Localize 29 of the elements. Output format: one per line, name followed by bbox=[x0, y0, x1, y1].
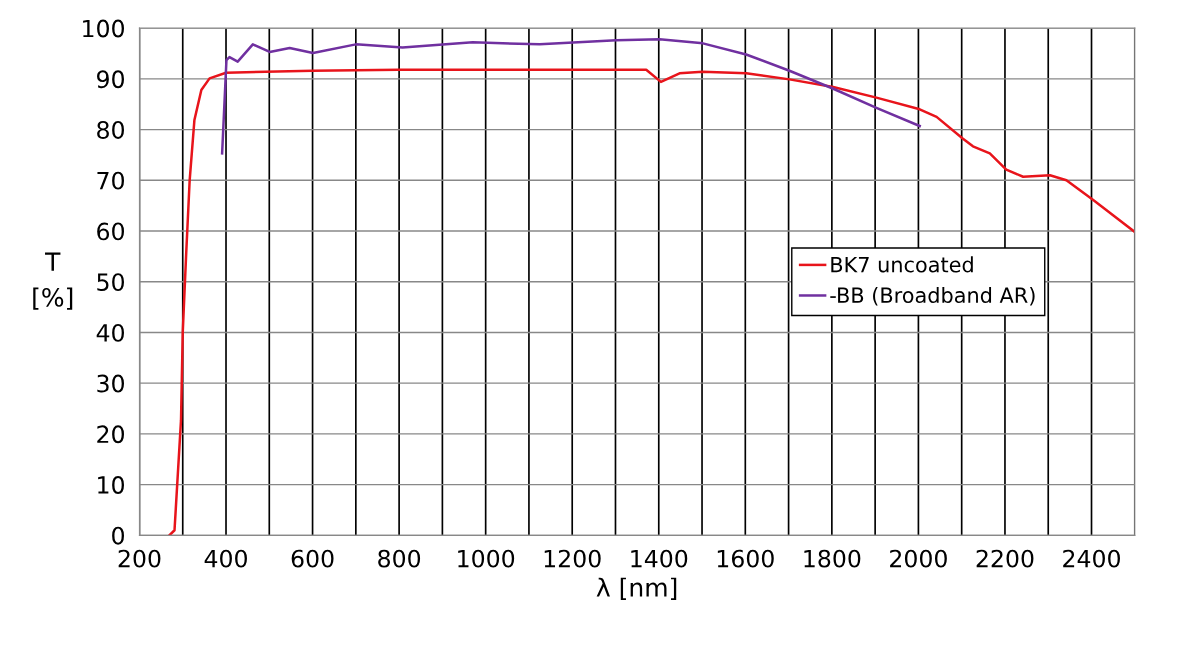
x-axis-title: λ [nm] bbox=[596, 577, 677, 600]
line-series bbox=[220, 38, 921, 155]
y-tick-label: 30 bbox=[97, 374, 125, 393]
y-tick-label: 0 bbox=[112, 526, 125, 545]
y-tick-label: 10 bbox=[98, 476, 125, 494]
x-tick-label: 400 bbox=[204, 549, 247, 568]
x-tick-label: 1000 bbox=[458, 549, 515, 568]
legend-label: BK7 uncoated bbox=[831, 256, 973, 273]
line-series bbox=[168, 68, 1135, 536]
x-tick-label: 2200 bbox=[976, 549, 1034, 568]
y-tick-label: 50 bbox=[97, 273, 125, 292]
y-tick-label: 90 bbox=[97, 70, 125, 89]
y-axis-title: T [%] bbox=[33, 252, 73, 310]
y-tick-label: 20 bbox=[97, 425, 125, 444]
x-tick-label: 1600 bbox=[717, 549, 774, 568]
y-tick-label: 80 bbox=[97, 121, 125, 139]
x-tick-label: 800 bbox=[378, 549, 421, 568]
legend-label: -BB (Broadband AR) bbox=[830, 286, 1035, 306]
x-tick-label: 2000 bbox=[890, 549, 947, 568]
y-tick-label: 70 bbox=[97, 171, 125, 190]
x-tick-label: 2400 bbox=[1063, 549, 1120, 568]
x-tick-label: 1200 bbox=[544, 549, 601, 568]
x-tick-label: 600 bbox=[291, 549, 334, 568]
x-tick-label: 1800 bbox=[804, 549, 861, 568]
x-tick-label: 1400 bbox=[631, 549, 688, 568]
y-tick-label: 40 bbox=[96, 323, 125, 342]
x-tick-label: 200 bbox=[118, 549, 161, 568]
y-tick-label: 60 bbox=[97, 222, 125, 241]
y-tick-label: 100 bbox=[83, 19, 125, 38]
